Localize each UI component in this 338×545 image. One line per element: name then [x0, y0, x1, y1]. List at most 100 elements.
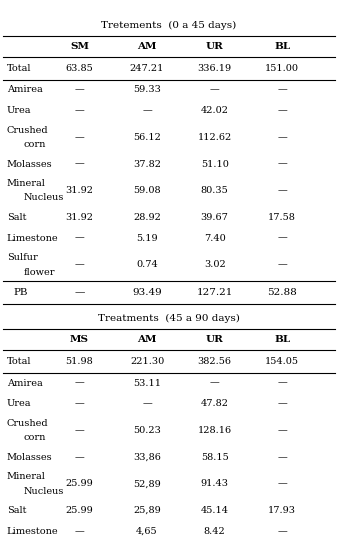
Text: 91.43: 91.43 [201, 480, 228, 488]
Text: Urea: Urea [7, 106, 31, 115]
Text: —: — [142, 106, 152, 115]
Text: UR: UR [206, 335, 223, 344]
Text: 93.49: 93.49 [132, 288, 162, 297]
Text: SM: SM [70, 42, 89, 51]
Text: 28.92: 28.92 [133, 213, 161, 222]
Text: 37.82: 37.82 [133, 160, 161, 168]
Text: —: — [277, 160, 287, 168]
Text: 112.62: 112.62 [197, 133, 232, 142]
Text: —: — [75, 86, 84, 94]
Text: 382.56: 382.56 [198, 357, 232, 366]
Text: Molasses: Molasses [7, 160, 52, 168]
Text: Limestone: Limestone [7, 527, 58, 536]
Text: —: — [277, 480, 287, 488]
Text: AM: AM [137, 335, 157, 344]
Text: Salt: Salt [7, 213, 26, 222]
Text: 47.82: 47.82 [201, 399, 228, 408]
Text: —: — [277, 186, 287, 195]
Text: 56.12: 56.12 [133, 133, 161, 142]
Text: 25.99: 25.99 [66, 506, 93, 515]
Text: 50.23: 50.23 [133, 426, 161, 435]
Text: 53.11: 53.11 [133, 379, 161, 387]
Text: —: — [75, 261, 84, 269]
Text: UR: UR [206, 42, 223, 51]
Text: —: — [75, 527, 84, 536]
Text: —: — [75, 453, 84, 462]
Text: —: — [277, 426, 287, 435]
Text: —: — [74, 288, 84, 297]
Text: 4,65: 4,65 [136, 527, 158, 536]
Text: BL: BL [274, 42, 290, 51]
Text: 63.85: 63.85 [66, 64, 93, 72]
Text: 221.30: 221.30 [130, 357, 164, 366]
Text: 3.02: 3.02 [204, 261, 225, 269]
Text: —: — [277, 453, 287, 462]
Text: 51.10: 51.10 [201, 160, 228, 168]
Text: Urea: Urea [7, 399, 31, 408]
Text: Salt: Salt [7, 506, 26, 515]
Text: 247.21: 247.21 [130, 64, 164, 72]
Text: 25.99: 25.99 [66, 480, 93, 488]
Text: Crushed: Crushed [7, 126, 48, 135]
Text: —: — [277, 527, 287, 536]
Text: 80.35: 80.35 [201, 186, 228, 195]
Text: 336.19: 336.19 [198, 64, 232, 72]
Text: 25,89: 25,89 [133, 506, 161, 515]
Text: —: — [277, 133, 287, 142]
Text: Treatments  (45 a 90 days): Treatments (45 a 90 days) [98, 314, 240, 323]
Text: 17.93: 17.93 [268, 506, 296, 515]
Text: AM: AM [137, 42, 157, 51]
Text: 52.88: 52.88 [267, 288, 297, 297]
Text: Total: Total [7, 357, 31, 366]
Text: 58.15: 58.15 [201, 453, 228, 462]
Text: 5.19: 5.19 [136, 234, 158, 243]
Text: 17.58: 17.58 [268, 213, 296, 222]
Text: —: — [75, 160, 84, 168]
Text: —: — [75, 106, 84, 115]
Text: Crushed: Crushed [7, 419, 48, 428]
Text: —: — [75, 133, 84, 142]
Text: Molasses: Molasses [7, 453, 52, 462]
Text: —: — [75, 234, 84, 243]
Text: Nucleus: Nucleus [24, 487, 64, 495]
Text: —: — [75, 379, 84, 387]
Text: 128.16: 128.16 [198, 426, 232, 435]
Text: corn: corn [24, 140, 46, 149]
Text: —: — [277, 261, 287, 269]
Text: flower: flower [24, 268, 55, 276]
Text: —: — [277, 86, 287, 94]
Text: Limestone: Limestone [7, 234, 58, 243]
Text: Mineral: Mineral [7, 179, 46, 188]
Text: —: — [277, 399, 287, 408]
Text: —: — [277, 106, 287, 115]
Text: MS: MS [70, 335, 89, 344]
Text: corn: corn [24, 433, 46, 442]
Text: 33,86: 33,86 [133, 453, 161, 462]
Text: —: — [142, 399, 152, 408]
Text: Sulfur: Sulfur [7, 253, 38, 262]
Text: Amirea: Amirea [7, 86, 43, 94]
Text: —: — [277, 234, 287, 243]
Text: Nucleus: Nucleus [24, 193, 64, 202]
Text: —: — [75, 426, 84, 435]
Text: 8.42: 8.42 [204, 527, 225, 536]
Text: 52,89: 52,89 [133, 480, 161, 488]
Text: PB: PB [14, 288, 28, 297]
Text: 127.21: 127.21 [196, 288, 233, 297]
Text: 31.92: 31.92 [66, 213, 93, 222]
Text: BL: BL [274, 335, 290, 344]
Text: Tretements  (0 a 45 days): Tretements (0 a 45 days) [101, 21, 237, 30]
Text: 0.74: 0.74 [136, 261, 158, 269]
Text: Total: Total [7, 64, 31, 72]
Text: —: — [75, 399, 84, 408]
Text: Mineral: Mineral [7, 473, 46, 481]
Text: 59.08: 59.08 [133, 186, 161, 195]
Text: 154.05: 154.05 [265, 357, 299, 366]
Text: —: — [277, 379, 287, 387]
Text: 7.40: 7.40 [204, 234, 225, 243]
Text: 39.67: 39.67 [201, 213, 228, 222]
Text: 42.02: 42.02 [201, 106, 228, 115]
Text: 151.00: 151.00 [265, 64, 299, 72]
Text: —: — [210, 379, 219, 387]
Text: 59.33: 59.33 [133, 86, 161, 94]
